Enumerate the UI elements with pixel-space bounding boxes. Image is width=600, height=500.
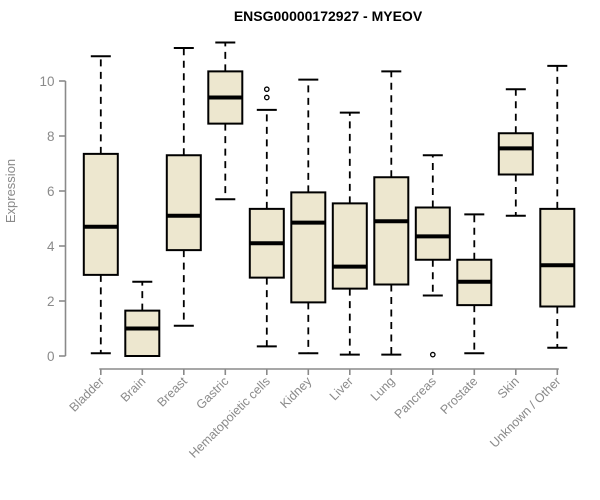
boxplot-prostate [456, 213, 493, 355]
x-tick-label: Lung [368, 374, 398, 404]
y-tick-label: 2 [47, 294, 55, 309]
boxplot-lung [373, 70, 410, 356]
x-tick-label: Liver [327, 374, 356, 403]
y-axis-label: Expression [3, 159, 18, 223]
outlier-point [263, 86, 270, 93]
boxplot-bladder [82, 55, 119, 355]
iqr-box [373, 176, 410, 286]
x-tick-label: Brain [118, 374, 149, 405]
outlier-point [263, 94, 270, 101]
boxplot-brain [124, 280, 161, 357]
x-tick-label: Prostate [438, 374, 481, 417]
iqr-box [497, 132, 534, 176]
y-tick-label: 8 [47, 129, 55, 144]
boxplot-kidney [290, 78, 327, 355]
x-tick-label: Hematopoietic cells [186, 374, 273, 461]
plot-area: 0 2 4 6 8 10 Bladder Brain Breast GastricHematopo… [39, 41, 576, 461]
y-tick-label: 0 [47, 349, 55, 364]
x-tick-label: Kidney [277, 374, 314, 411]
outlier-point [429, 351, 436, 358]
x-tick-label: Unknown / Other [487, 374, 563, 450]
y-tick-label: 10 [39, 74, 54, 89]
iqr-box [290, 191, 327, 304]
boxplot-unknown-other [539, 64, 576, 349]
x-tick-label: Pancreas [392, 374, 439, 421]
x-tick-label: Gastric [194, 374, 232, 412]
y-tick-label: 6 [47, 184, 55, 199]
y-tick-label: 4 [47, 239, 55, 254]
iqr-box [331, 202, 368, 290]
iqr-box [539, 207, 576, 308]
boxplot-breast [165, 47, 202, 327]
x-tick-label: Skin [495, 374, 522, 401]
x-tick-label: Bladder [67, 374, 107, 414]
boxplot-liver [331, 111, 368, 356]
iqr-box [414, 206, 451, 261]
boxplot-skin [497, 88, 534, 217]
boxplot-hematopoietic-cells [248, 86, 285, 348]
iqr-box [165, 154, 202, 252]
boxplot-pancreas [414, 154, 451, 358]
chart-title: ENSG00000172927 - MYEOV [234, 8, 423, 24]
x-tick-label: Breast [154, 374, 190, 410]
iqr-box [82, 152, 119, 276]
boxplot-gastric [207, 41, 244, 201]
iqr-box [124, 309, 161, 357]
